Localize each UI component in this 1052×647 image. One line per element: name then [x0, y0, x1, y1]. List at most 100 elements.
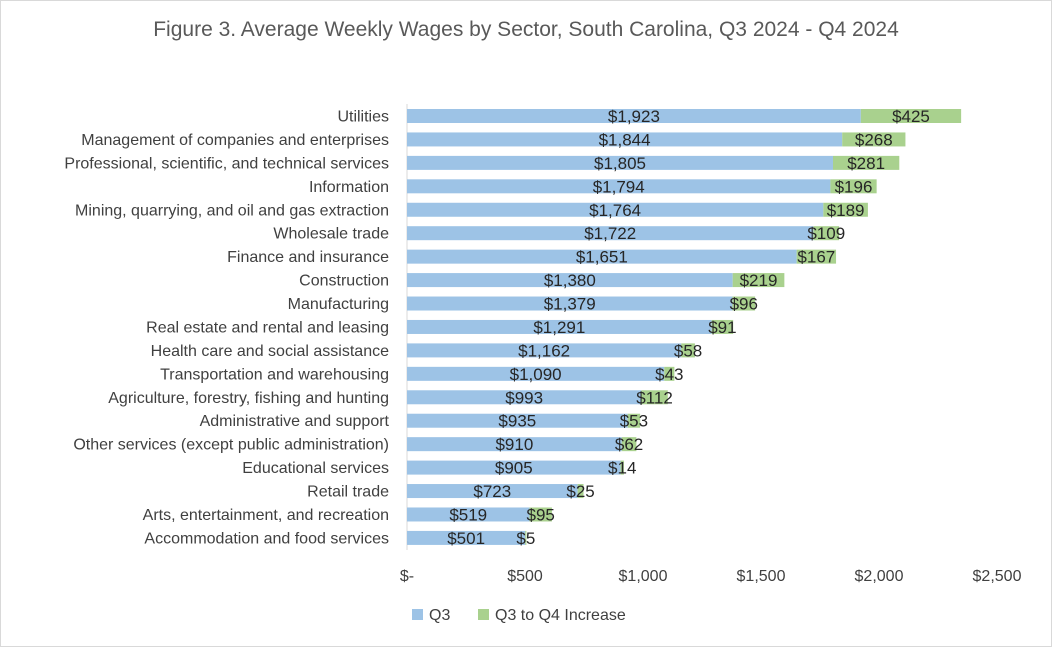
data-label-q3: $1,090 — [510, 365, 562, 384]
data-label-increase: $109 — [807, 224, 845, 243]
legend-entry[interactable]: Q3 to Q4 Increase — [495, 607, 626, 624]
data-label-increase: $196 — [835, 177, 873, 196]
data-label-increase: $281 — [847, 154, 885, 173]
data-label-increase: $189 — [827, 201, 865, 220]
data-label-q3: $1,794 — [593, 177, 645, 196]
x-tick-label: $1,500 — [737, 568, 786, 585]
bar-increase — [732, 296, 756, 311]
bar-q3 — [407, 179, 831, 194]
bars-layer: $1,923 $425 $1,844 $268 $1,805 $281 $1,794 $196… — [407, 107, 962, 548]
data-label-q3: $1,162 — [518, 341, 570, 360]
x-tick-label: $2,000 — [855, 568, 904, 585]
bar-increase — [732, 273, 785, 288]
bar-q3 — [407, 319, 712, 334]
data-label-increase: $62 — [615, 435, 643, 454]
data-label-increase: $43 — [655, 365, 683, 384]
x-tick-label: $2,500 — [973, 568, 1022, 585]
bar-q3 — [407, 296, 733, 311]
bar-increase — [796, 249, 837, 264]
data-label-q3: $519 — [449, 505, 487, 524]
bar-increase — [664, 366, 675, 381]
bar-q3 — [407, 132, 843, 147]
data-label-increase: $96 — [730, 295, 758, 314]
bar-q3 — [407, 343, 682, 358]
category-label: Wholesale trade — [273, 226, 389, 243]
bar-q3 — [407, 437, 622, 452]
category-label: Retail trade — [307, 484, 389, 501]
category-labels: Utilities Management of companies and ent… — [64, 109, 389, 548]
category-label: Health care and social assistance — [151, 343, 389, 360]
category-label: Other services (except public administra… — [73, 437, 389, 454]
category-label: Construction — [299, 273, 389, 290]
data-label-increase: $58 — [674, 341, 702, 360]
category-label: Accommodation and food services — [144, 530, 389, 547]
bar-increase — [525, 530, 527, 545]
data-label-increase: $5 — [516, 529, 535, 548]
bar-q3 — [407, 484, 578, 499]
bar-increase — [620, 460, 624, 475]
chart-title: Figure 3. Average Weekly Wages by Sector… — [153, 18, 899, 41]
legend-entry[interactable]: Q3 — [429, 607, 450, 624]
data-label-increase: $425 — [892, 107, 930, 126]
data-label-increase: $91 — [708, 318, 736, 337]
category-label: Administrative and support — [200, 413, 390, 430]
data-label-q3: $935 — [498, 412, 536, 431]
data-label-increase: $167 — [797, 248, 835, 267]
bar-increase — [627, 413, 641, 428]
bar-q3 — [407, 202, 824, 217]
bar-increase — [842, 132, 906, 147]
data-label-q3: $1,923 — [608, 107, 660, 126]
data-label-q3: $723 — [473, 482, 511, 501]
data-label-q3: $910 — [495, 435, 533, 454]
data-label-q3: $1,379 — [544, 295, 596, 314]
data-label-q3: $1,805 — [594, 154, 646, 173]
bar-increase — [641, 390, 668, 405]
category-label: Manufacturing — [288, 296, 389, 313]
bar-q3 — [407, 226, 814, 241]
data-label-increase: $112 — [636, 388, 673, 407]
data-label-q3: $1,651 — [576, 248, 628, 267]
data-label-increase: $25 — [566, 482, 594, 501]
data-label-q3: $1,380 — [544, 271, 596, 290]
bar-q3 — [407, 109, 861, 123]
bar-q3 — [407, 507, 530, 522]
category-label: Arts, entertainment, and recreation — [143, 507, 389, 524]
bar-increase — [830, 179, 877, 194]
bar-increase — [860, 109, 962, 123]
category-label: Real estate and rental and leasing — [146, 319, 389, 336]
bar-q3 — [407, 460, 621, 475]
bar-increase — [823, 202, 868, 217]
x-tick-label: $500 — [507, 568, 543, 585]
bar-q3 — [407, 390, 642, 405]
bar-q3 — [407, 366, 665, 381]
category-label: Transportation and warehousing — [160, 366, 389, 383]
data-label-increase: $53 — [620, 412, 648, 431]
bar-increase — [529, 507, 552, 522]
category-label: Mining, quarrying, and oil and gas extra… — [75, 202, 389, 219]
legend-swatch — [478, 609, 489, 620]
bar-increase — [711, 319, 734, 334]
bar-q3 — [407, 413, 628, 428]
bar-q3 — [407, 530, 526, 545]
data-label-q3: $993 — [505, 388, 543, 407]
data-label-increase: $14 — [608, 459, 636, 478]
category-label: Finance and insurance — [227, 249, 389, 266]
data-label-increase: $95 — [527, 505, 555, 524]
bar-increase — [577, 484, 584, 499]
bar-q3 — [407, 155, 833, 170]
category-label: Agriculture, forestry, fishing and hunti… — [108, 390, 389, 407]
category-label: Utilities — [337, 109, 389, 126]
category-label: Educational services — [242, 460, 389, 477]
bar-q3 — [407, 273, 733, 288]
data-label-q3: $501 — [447, 529, 485, 548]
bar-increase — [832, 155, 900, 170]
category-label: Management of companies and enterprises — [81, 132, 389, 149]
data-label-increase: $268 — [855, 130, 893, 149]
bar-increase — [621, 437, 637, 452]
data-label-q3: $905 — [495, 459, 533, 478]
legend-swatch — [412, 609, 423, 620]
legend[interactable]: Q3 Q3 to Q4 Increase — [412, 607, 626, 624]
data-label-q3: $1,722 — [584, 224, 636, 243]
data-label-q3: $1,291 — [533, 318, 585, 337]
